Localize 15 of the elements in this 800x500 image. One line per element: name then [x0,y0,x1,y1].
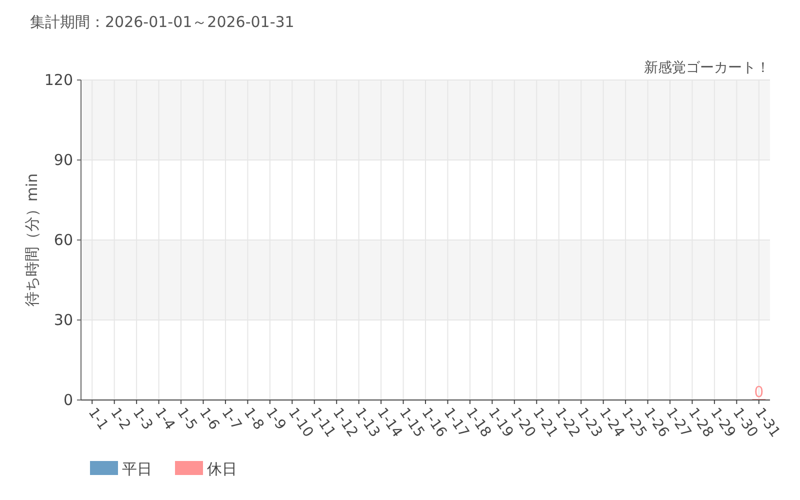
y-tick-label: 30 [54,311,73,329]
x-tick-label: 1-7 [218,405,244,434]
legend-label: 平日 [122,460,152,478]
y-tick-label: 0 [63,391,73,409]
y-tick-label: 60 [54,231,73,249]
legend-label: 休日 [207,460,237,478]
chart-title: 集計期間：2026-01-01～2026-01-31 [30,13,294,31]
data-label: 0 [754,383,764,401]
y-tick-label: 120 [44,71,73,89]
y-tick-label: 90 [54,151,73,169]
chart-subtitle: 新感覚ゴーカート！ [644,60,770,76]
y-axis-title: 待ち時間（分）min [23,173,41,307]
legend-item: 平日 [90,460,152,478]
x-tick-label: 1-9 [262,405,289,434]
legend-item: 休日 [175,460,237,478]
